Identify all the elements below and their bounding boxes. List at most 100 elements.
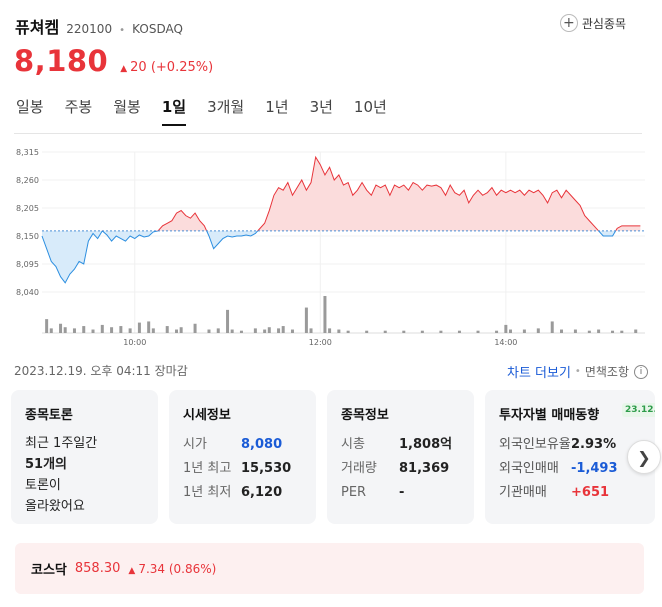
open-price-row: 시가 8,080 <box>183 433 302 457</box>
discussion-line3: 토론이 <box>25 478 61 493</box>
tab-1year[interactable]: 1년 <box>265 98 289 116</box>
volume-bar <box>383 330 387 333</box>
volume-bar <box>193 323 197 333</box>
investor-trend-card[interactable]: 투자자별 매매동향 23.12.19. 외국인보유율 2.93% 외국인매매 -… <box>485 390 655 524</box>
volume-value: 81,369 <box>399 461 450 476</box>
tab-1day[interactable]: 1일 <box>161 96 187 126</box>
per-label: PER <box>341 485 367 500</box>
volume-label: 거래량 <box>341 461 377 476</box>
index-value: 858.30 <box>74 561 121 576</box>
stock-info-card[interactable]: 종목정보 시총 1,808억 거래량 81,369 PER - <box>327 390 474 524</box>
year-low-row: 1년 최저 6,120 <box>183 481 302 505</box>
discussion-count: 51개의 <box>25 457 68 472</box>
price-row: 8,180 ▲ 20 (+0.25%) <box>14 44 213 78</box>
x-tick-label: 14:00 <box>494 338 517 347</box>
price-change-value: 20 (+0.25%) <box>130 60 214 75</box>
market-name: KOSDAQ <box>132 22 183 36</box>
tab-3year[interactable]: 3년 <box>309 98 333 116</box>
volume-bar <box>216 328 220 333</box>
stock-name: 퓨쳐켐 <box>15 18 60 37</box>
open-price-value: 8,080 <box>241 437 283 452</box>
volume-bar <box>63 327 67 333</box>
volume-bar <box>110 327 114 333</box>
discussion-line4: 올라왔어요 <box>25 499 85 514</box>
volume-bar <box>420 330 424 333</box>
volume-bar <box>281 326 285 333</box>
volume-bar <box>147 321 151 333</box>
foreign-trade-row: 외국인매매 -1,493 <box>499 457 641 481</box>
volume-bar <box>59 323 63 333</box>
volume-bar <box>72 328 76 333</box>
volume-bar <box>346 330 350 333</box>
year-high-label: 1년 최고 <box>183 461 232 476</box>
x-tick-label: 12:00 <box>309 338 332 347</box>
volume-bar <box>365 330 369 333</box>
volume-bar <box>277 328 281 333</box>
info-cards: 종목토론 최근 1주일간 51개의 토론이 올라왔어요 시세정보 시가 8,08… <box>11 390 662 524</box>
volume-bar <box>253 328 257 333</box>
tab-daily[interactable]: 일봉 <box>16 98 44 116</box>
x-tick-label: 10:00 <box>123 338 146 347</box>
volume-bar <box>508 329 512 333</box>
tab-3month[interactable]: 3개월 <box>207 98 245 116</box>
volume-bar <box>550 321 554 333</box>
volume-bar <box>179 327 183 333</box>
tab-weekly[interactable]: 주봉 <box>64 98 93 116</box>
y-tick-label: 8,260 <box>16 176 39 185</box>
volume-bar <box>536 328 540 333</box>
volume-bar <box>175 329 179 333</box>
volume-bar <box>476 330 480 333</box>
stock-header: 퓨쳐켐 220100 • KOSDAQ + 관심종목 <box>15 14 650 38</box>
disclaimer-link[interactable]: 면책조항 <box>584 365 629 379</box>
tab-10year[interactable]: 10년 <box>353 98 387 116</box>
volume-bar <box>597 329 601 333</box>
intraday-chart[interactable]: 8,315 8,260 8,205 8,150 8,095 8,040 10:00 12:00… <box>0 140 662 352</box>
stock-code: 220100 <box>66 22 113 36</box>
market-info-card[interactable]: 시세정보 시가 8,080 1년 최고 15,530 1년 최저 6,120 <box>169 390 316 524</box>
y-tick-label: 8,040 <box>16 288 39 297</box>
up-triangle-icon: ▲ <box>120 64 128 74</box>
chart-footer: 2023.12.19. 오후 04:11 장마감 차트 더보기 • 면책조항 i <box>14 362 648 381</box>
index-summary[interactable]: 코스닥 858.30 ▲ 7.34 (0.86%) <box>15 543 644 594</box>
current-price: 8,180 <box>14 44 109 78</box>
discussion-title: 종목토론 <box>25 408 73 423</box>
volume-bar <box>504 324 508 333</box>
index-change-value: 7.34 (0.86%) <box>138 561 217 576</box>
market-cap-value: 1,808억 <box>399 437 453 452</box>
year-low-value: 6,120 <box>241 485 283 500</box>
next-cards-button[interactable]: ❯ <box>627 440 661 474</box>
chart-period-tabs: 일봉 주봉 월봉 1일 3개월 1년 3년 10년 <box>16 96 408 126</box>
volume-bar <box>439 330 443 333</box>
foreign-ownership-value: 2.93% <box>571 437 617 452</box>
market-cap-row: 시총 1,808억 <box>341 433 460 457</box>
up-triangle-icon: ▲ <box>128 565 136 576</box>
foreign-ownership-row: 외국인보유율 2.93% <box>499 433 641 457</box>
volume-bar <box>82 326 86 333</box>
volume-bar <box>611 330 615 333</box>
market-info-title: 시세정보 <box>183 408 231 423</box>
volume-bar <box>495 330 499 333</box>
date-badge: 23.12.19. <box>622 403 655 417</box>
volume-bar <box>634 329 638 333</box>
tabs-divider <box>14 133 642 134</box>
year-high-value: 15,530 <box>241 461 292 476</box>
y-tick-label: 8,095 <box>16 260 39 269</box>
volume-bar <box>587 330 591 333</box>
per-row: PER - <box>341 481 460 505</box>
y-tick-label: 8,315 <box>16 148 39 157</box>
info-icon[interactable]: i <box>634 364 648 379</box>
volume-bar <box>49 328 53 333</box>
institution-trade-value: +651 <box>571 485 610 500</box>
volume-bar <box>239 330 243 333</box>
volume-bar <box>207 329 211 333</box>
more-chart-link[interactable]: 차트 더보기 <box>506 366 571 381</box>
add-watchlist-button[interactable]: + 관심종목 <box>559 14 626 32</box>
volume-bar <box>522 329 526 333</box>
foreign-trade-label: 외국인매매 <box>499 461 559 476</box>
price-area-up <box>157 157 641 231</box>
price-change: ▲ 20 (+0.25%) <box>120 60 213 75</box>
plus-icon: + <box>559 14 578 32</box>
discussion-card[interactable]: 종목토론 최근 1주일간 51개의 토론이 올라왔어요 <box>11 390 158 524</box>
volume-bar <box>45 319 49 333</box>
tab-monthly[interactable]: 월봉 <box>113 98 141 116</box>
